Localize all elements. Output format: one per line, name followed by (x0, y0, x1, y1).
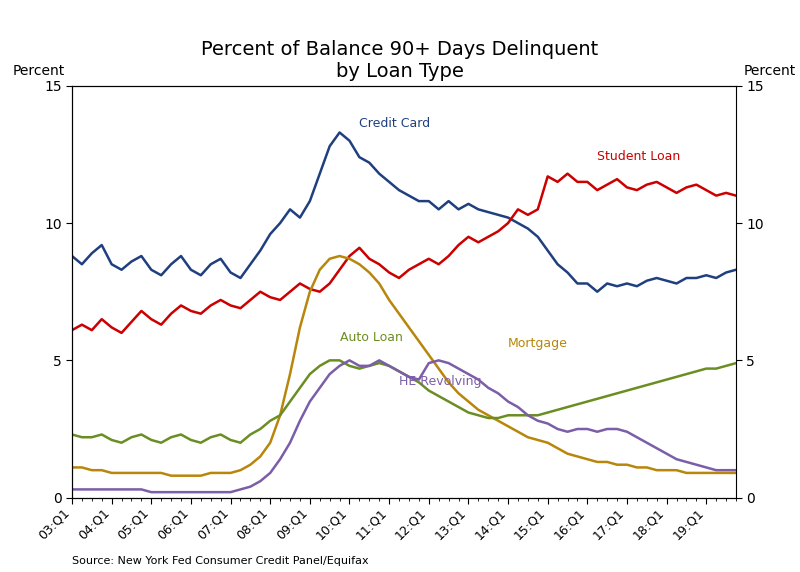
Text: Percent of Balance 90+ Days Delinquent
by Loan Type: Percent of Balance 90+ Days Delinquent b… (202, 40, 598, 81)
Text: Student Loan: Student Loan (598, 150, 681, 163)
Text: Auto Loan: Auto Loan (339, 331, 402, 344)
Text: Source: New York Fed Consumer Credit Panel/Equifax: Source: New York Fed Consumer Credit Pan… (72, 557, 369, 566)
Text: Credit Card: Credit Card (359, 117, 430, 130)
Text: Mortgage: Mortgage (508, 337, 568, 349)
Text: Percent: Percent (12, 63, 65, 78)
Text: HE Revolving: HE Revolving (399, 375, 482, 388)
Text: Percent: Percent (743, 63, 796, 78)
